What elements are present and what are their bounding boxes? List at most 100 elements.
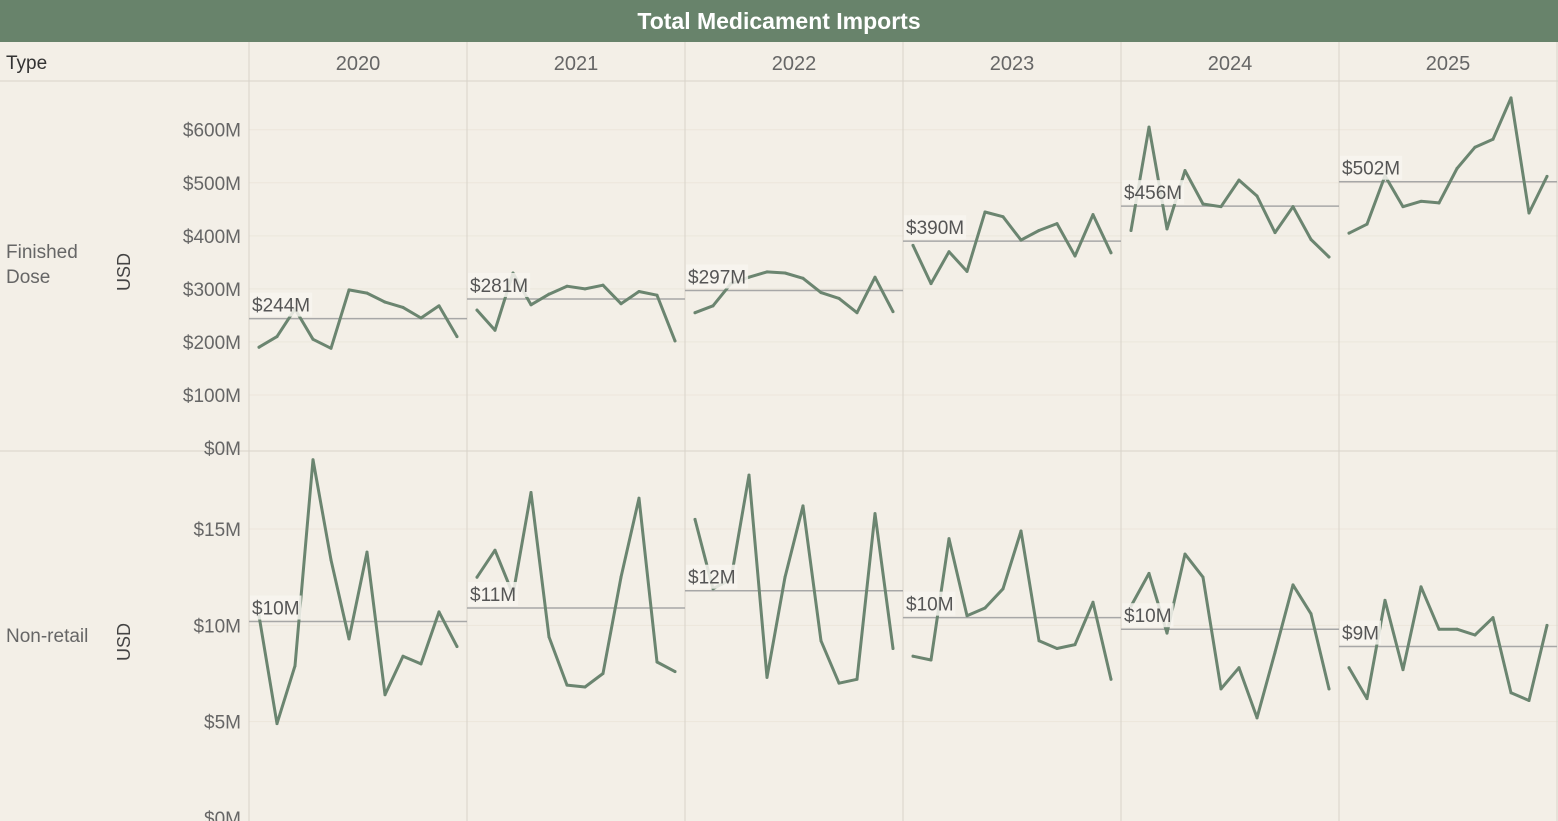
data-point: [1509, 96, 1513, 100]
data-point: [929, 658, 933, 662]
column-header-2025: 2025: [1426, 53, 1471, 75]
average-label-bg: [1122, 603, 1174, 628]
data-point: [693, 311, 697, 315]
average-label-2021: $11M: [470, 585, 516, 606]
data-point: [257, 345, 261, 349]
average-label-2020: $244M: [252, 296, 310, 317]
data-point: [547, 635, 551, 639]
column-header-2024: 2024: [1208, 53, 1253, 75]
data-point: [1165, 631, 1169, 635]
data-point: [637, 496, 641, 500]
data-point: [347, 288, 351, 292]
data-point: [801, 504, 805, 508]
data-point: [855, 311, 859, 315]
data-point: [329, 346, 333, 350]
chart-title: Total Medicament Imports: [0, 0, 1558, 42]
data-point: [529, 490, 533, 494]
average-label-2021: $281M: [470, 276, 528, 297]
data-point: [1037, 639, 1041, 643]
data-point: [765, 270, 769, 274]
average-label-2024: $456M: [1124, 183, 1182, 204]
data-point: [1473, 633, 1477, 637]
data-point: [347, 637, 351, 641]
data-point: [437, 610, 441, 614]
data-point: [1401, 205, 1405, 209]
data-point: [1073, 254, 1077, 258]
data-point: [475, 575, 479, 579]
y-tick-label: $400M: [183, 227, 241, 248]
data-point: [455, 335, 459, 339]
series-line-2023: [911, 210, 1113, 286]
data-point: [947, 537, 951, 541]
data-point: [673, 670, 677, 674]
data-point: [1055, 222, 1059, 226]
data-point: [383, 300, 387, 304]
data-point: [1291, 583, 1295, 587]
series-line-2020: [257, 458, 459, 726]
data-point: [965, 614, 969, 618]
data-point: [401, 305, 405, 309]
data-point: [437, 304, 441, 308]
data-point: [1527, 211, 1531, 215]
data-point: [1419, 199, 1423, 203]
y-tick-label: $15M: [193, 520, 241, 541]
data-point: [619, 575, 623, 579]
data-point: [1545, 623, 1549, 627]
data-point: [765, 675, 769, 679]
data-point: [747, 473, 751, 477]
data-point: [983, 210, 987, 214]
average-label-bg: [468, 582, 519, 607]
data-point: [329, 558, 333, 562]
data-point: [819, 639, 823, 643]
series-line-2024: [1129, 125, 1331, 259]
data-point: [1037, 229, 1041, 233]
data-point: [565, 683, 569, 687]
data-point: [747, 275, 751, 279]
data-point: [837, 681, 841, 685]
data-point: [673, 339, 677, 343]
data-point: [783, 575, 787, 579]
average-label-2022: $297M: [688, 267, 746, 288]
data-point: [529, 303, 533, 307]
y-tick-label: $5M: [204, 713, 241, 734]
data-point: [1327, 255, 1331, 259]
y-tick-label: $100M: [183, 386, 241, 407]
column-header-2021: 2021: [554, 53, 599, 75]
data-point: [475, 308, 479, 312]
data-point: [1201, 202, 1205, 206]
data-point: [1419, 585, 1423, 589]
data-point: [1509, 691, 1513, 695]
data-point: [1147, 125, 1151, 129]
data-point: [455, 645, 459, 649]
data-point: [311, 337, 315, 341]
data-point: [401, 654, 405, 658]
average-label-2023: $390M: [906, 218, 964, 239]
average-label-bg: [250, 595, 302, 620]
average-label-2023: $10M: [906, 595, 954, 616]
average-label-2024: $10M: [1124, 606, 1172, 627]
data-point: [1019, 529, 1023, 533]
series-line-2023: [911, 529, 1113, 681]
data-point: [1473, 145, 1477, 149]
data-point: [419, 316, 423, 320]
data-point: [583, 287, 587, 291]
data-point: [929, 282, 933, 286]
data-point: [1401, 668, 1405, 672]
data-point: [493, 548, 497, 552]
data-point: [1219, 205, 1223, 209]
type-header-label: Type: [6, 53, 47, 74]
data-point: [365, 291, 369, 295]
data-point: [1109, 677, 1113, 681]
data-point: [601, 672, 605, 676]
data-point: [855, 677, 859, 681]
data-point: [383, 693, 387, 697]
data-point: [565, 284, 569, 288]
y-axis-label: USD: [114, 623, 134, 661]
data-point: [275, 335, 279, 339]
data-point: [1365, 222, 1369, 226]
column-header-2023: 2023: [990, 53, 1035, 75]
average-label-2025: $9M: [1342, 624, 1379, 645]
data-point: [1091, 213, 1095, 217]
series-line-2025: [1347, 585, 1549, 702]
